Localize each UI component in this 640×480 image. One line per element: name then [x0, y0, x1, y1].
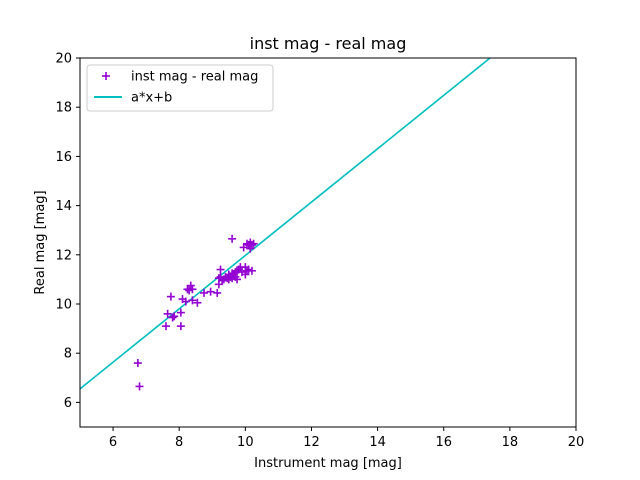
y-axis-label: Real mag [mag] — [33, 190, 48, 294]
legend-box — [86, 64, 274, 112]
plot-frame — [79, 57, 577, 428]
data-point — [176, 308, 185, 317]
data-point — [216, 265, 225, 274]
y-tick-label: 10 — [55, 298, 72, 313]
data-point — [133, 359, 142, 368]
data-point — [233, 275, 242, 284]
y-tick-label: 12 — [55, 248, 72, 263]
chart-title: inst mag - real mag — [250, 34, 407, 53]
data-point — [247, 266, 256, 275]
data-point — [188, 296, 197, 305]
y-tick-label: 16 — [55, 150, 72, 165]
legend-label-fit: a*x+b — [131, 91, 172, 106]
x-tick-label: 20 — [568, 435, 585, 450]
data-point — [200, 288, 208, 297]
y-tick-label: 6 — [64, 396, 72, 411]
x-tick-label: 18 — [502, 435, 519, 450]
x-tick-label: 12 — [303, 435, 320, 450]
data-point — [246, 244, 255, 253]
legend-label-scatter: inst mag - real mag — [131, 70, 258, 85]
data-point — [228, 234, 237, 243]
fit-line — [80, 58, 491, 390]
data-point — [241, 270, 250, 279]
data-point — [135, 382, 144, 391]
data-point — [161, 322, 170, 331]
data-point — [176, 322, 185, 331]
data-point — [168, 313, 177, 322]
legend: inst mag - real mag a*x+b — [86, 64, 274, 112]
legend-marker-scatter — [102, 72, 110, 80]
x-tick-label: 8 — [175, 435, 183, 450]
data-point — [193, 298, 202, 307]
y-tick-label: 8 — [64, 347, 72, 362]
y-axis: 6 8 10 12 14 16 18 20 — [55, 52, 80, 411]
series-layer — [80, 58, 491, 391]
x-tick-label: 14 — [369, 435, 386, 450]
y-tick-label: 14 — [55, 199, 72, 214]
data-point — [206, 287, 215, 296]
x-tick-label: 16 — [435, 435, 452, 450]
data-point — [163, 309, 172, 318]
x-axis-label: Instrument mag [mag] — [254, 456, 402, 471]
data-point — [213, 288, 222, 297]
y-tick-label: 20 — [55, 52, 72, 67]
data-point — [188, 285, 197, 294]
x-axis: 6 8 10 12 14 16 18 20 — [109, 427, 584, 450]
data-point — [186, 281, 195, 290]
y-tick-label: 18 — [55, 101, 72, 116]
x-tick-label: 6 — [109, 435, 117, 450]
data-point — [249, 239, 258, 248]
data-point — [166, 292, 175, 301]
data-point — [170, 312, 179, 321]
x-tick-label: 10 — [237, 435, 254, 450]
data-point — [247, 240, 256, 249]
data-point — [181, 297, 190, 306]
